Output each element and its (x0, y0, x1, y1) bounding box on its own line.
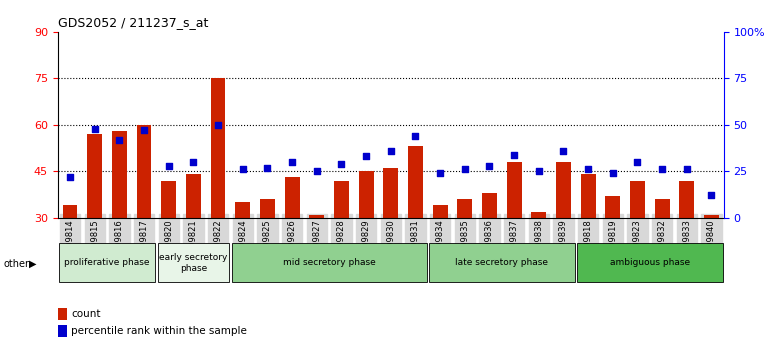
Bar (87, 134, 102, 218)
Point (705, 193, 718, 198)
Text: mid secretory phase: mid secretory phase (283, 258, 376, 267)
FancyBboxPatch shape (577, 243, 722, 282)
Point (459, 167, 471, 172)
Point (286, 159, 298, 165)
Bar (433, 205, 447, 218)
Bar (507, 162, 521, 218)
Bar (236, 202, 250, 218)
Bar (581, 175, 595, 218)
Text: count: count (71, 309, 101, 319)
Point (236, 167, 249, 172)
Text: ▶: ▶ (29, 259, 37, 269)
FancyBboxPatch shape (59, 243, 156, 282)
Bar (359, 171, 373, 218)
Bar (62, 205, 78, 218)
Bar (58, 308, 68, 320)
Bar (137, 125, 152, 218)
Bar (211, 78, 226, 218)
Bar (334, 181, 349, 218)
Bar (654, 199, 670, 218)
Point (310, 169, 323, 174)
Point (582, 167, 594, 172)
Text: other: other (4, 259, 30, 269)
Point (508, 152, 521, 157)
Point (64, 174, 76, 180)
Bar (112, 131, 127, 218)
Bar (630, 181, 644, 218)
Bar (704, 215, 719, 218)
Text: late secretory phase: late secretory phase (455, 258, 548, 267)
Bar (556, 162, 571, 218)
Point (607, 170, 619, 176)
Text: proliferative phase: proliferative phase (65, 258, 150, 267)
Point (484, 163, 496, 169)
Point (681, 167, 693, 172)
Point (261, 165, 273, 170)
Point (360, 154, 372, 159)
Point (410, 133, 422, 139)
Point (113, 137, 126, 143)
Bar (457, 199, 472, 218)
Text: GDS2052 / 211237_s_at: GDS2052 / 211237_s_at (58, 16, 208, 29)
Point (89, 126, 101, 131)
Bar (285, 177, 300, 218)
FancyBboxPatch shape (429, 243, 574, 282)
Bar (260, 199, 275, 218)
Point (384, 148, 397, 154)
Bar (310, 215, 324, 218)
Point (335, 161, 347, 167)
Text: early secretory
phase: early secretory phase (159, 253, 228, 273)
Point (138, 127, 150, 133)
Bar (482, 193, 497, 218)
Point (187, 159, 199, 165)
Point (434, 170, 447, 176)
Point (162, 163, 175, 169)
Bar (531, 212, 546, 218)
FancyBboxPatch shape (158, 243, 229, 282)
Bar (679, 181, 695, 218)
Point (656, 167, 668, 172)
Point (212, 122, 224, 128)
Point (533, 169, 545, 174)
Bar (162, 181, 176, 218)
Bar (605, 196, 620, 218)
Point (631, 159, 644, 165)
FancyBboxPatch shape (232, 243, 427, 282)
Bar (383, 168, 398, 218)
Text: percentile rank within the sample: percentile rank within the sample (71, 326, 247, 336)
Text: ambiguous phase: ambiguous phase (610, 258, 690, 267)
Bar (408, 147, 423, 218)
Point (557, 148, 570, 154)
Bar (186, 175, 201, 218)
Bar (58, 325, 68, 337)
